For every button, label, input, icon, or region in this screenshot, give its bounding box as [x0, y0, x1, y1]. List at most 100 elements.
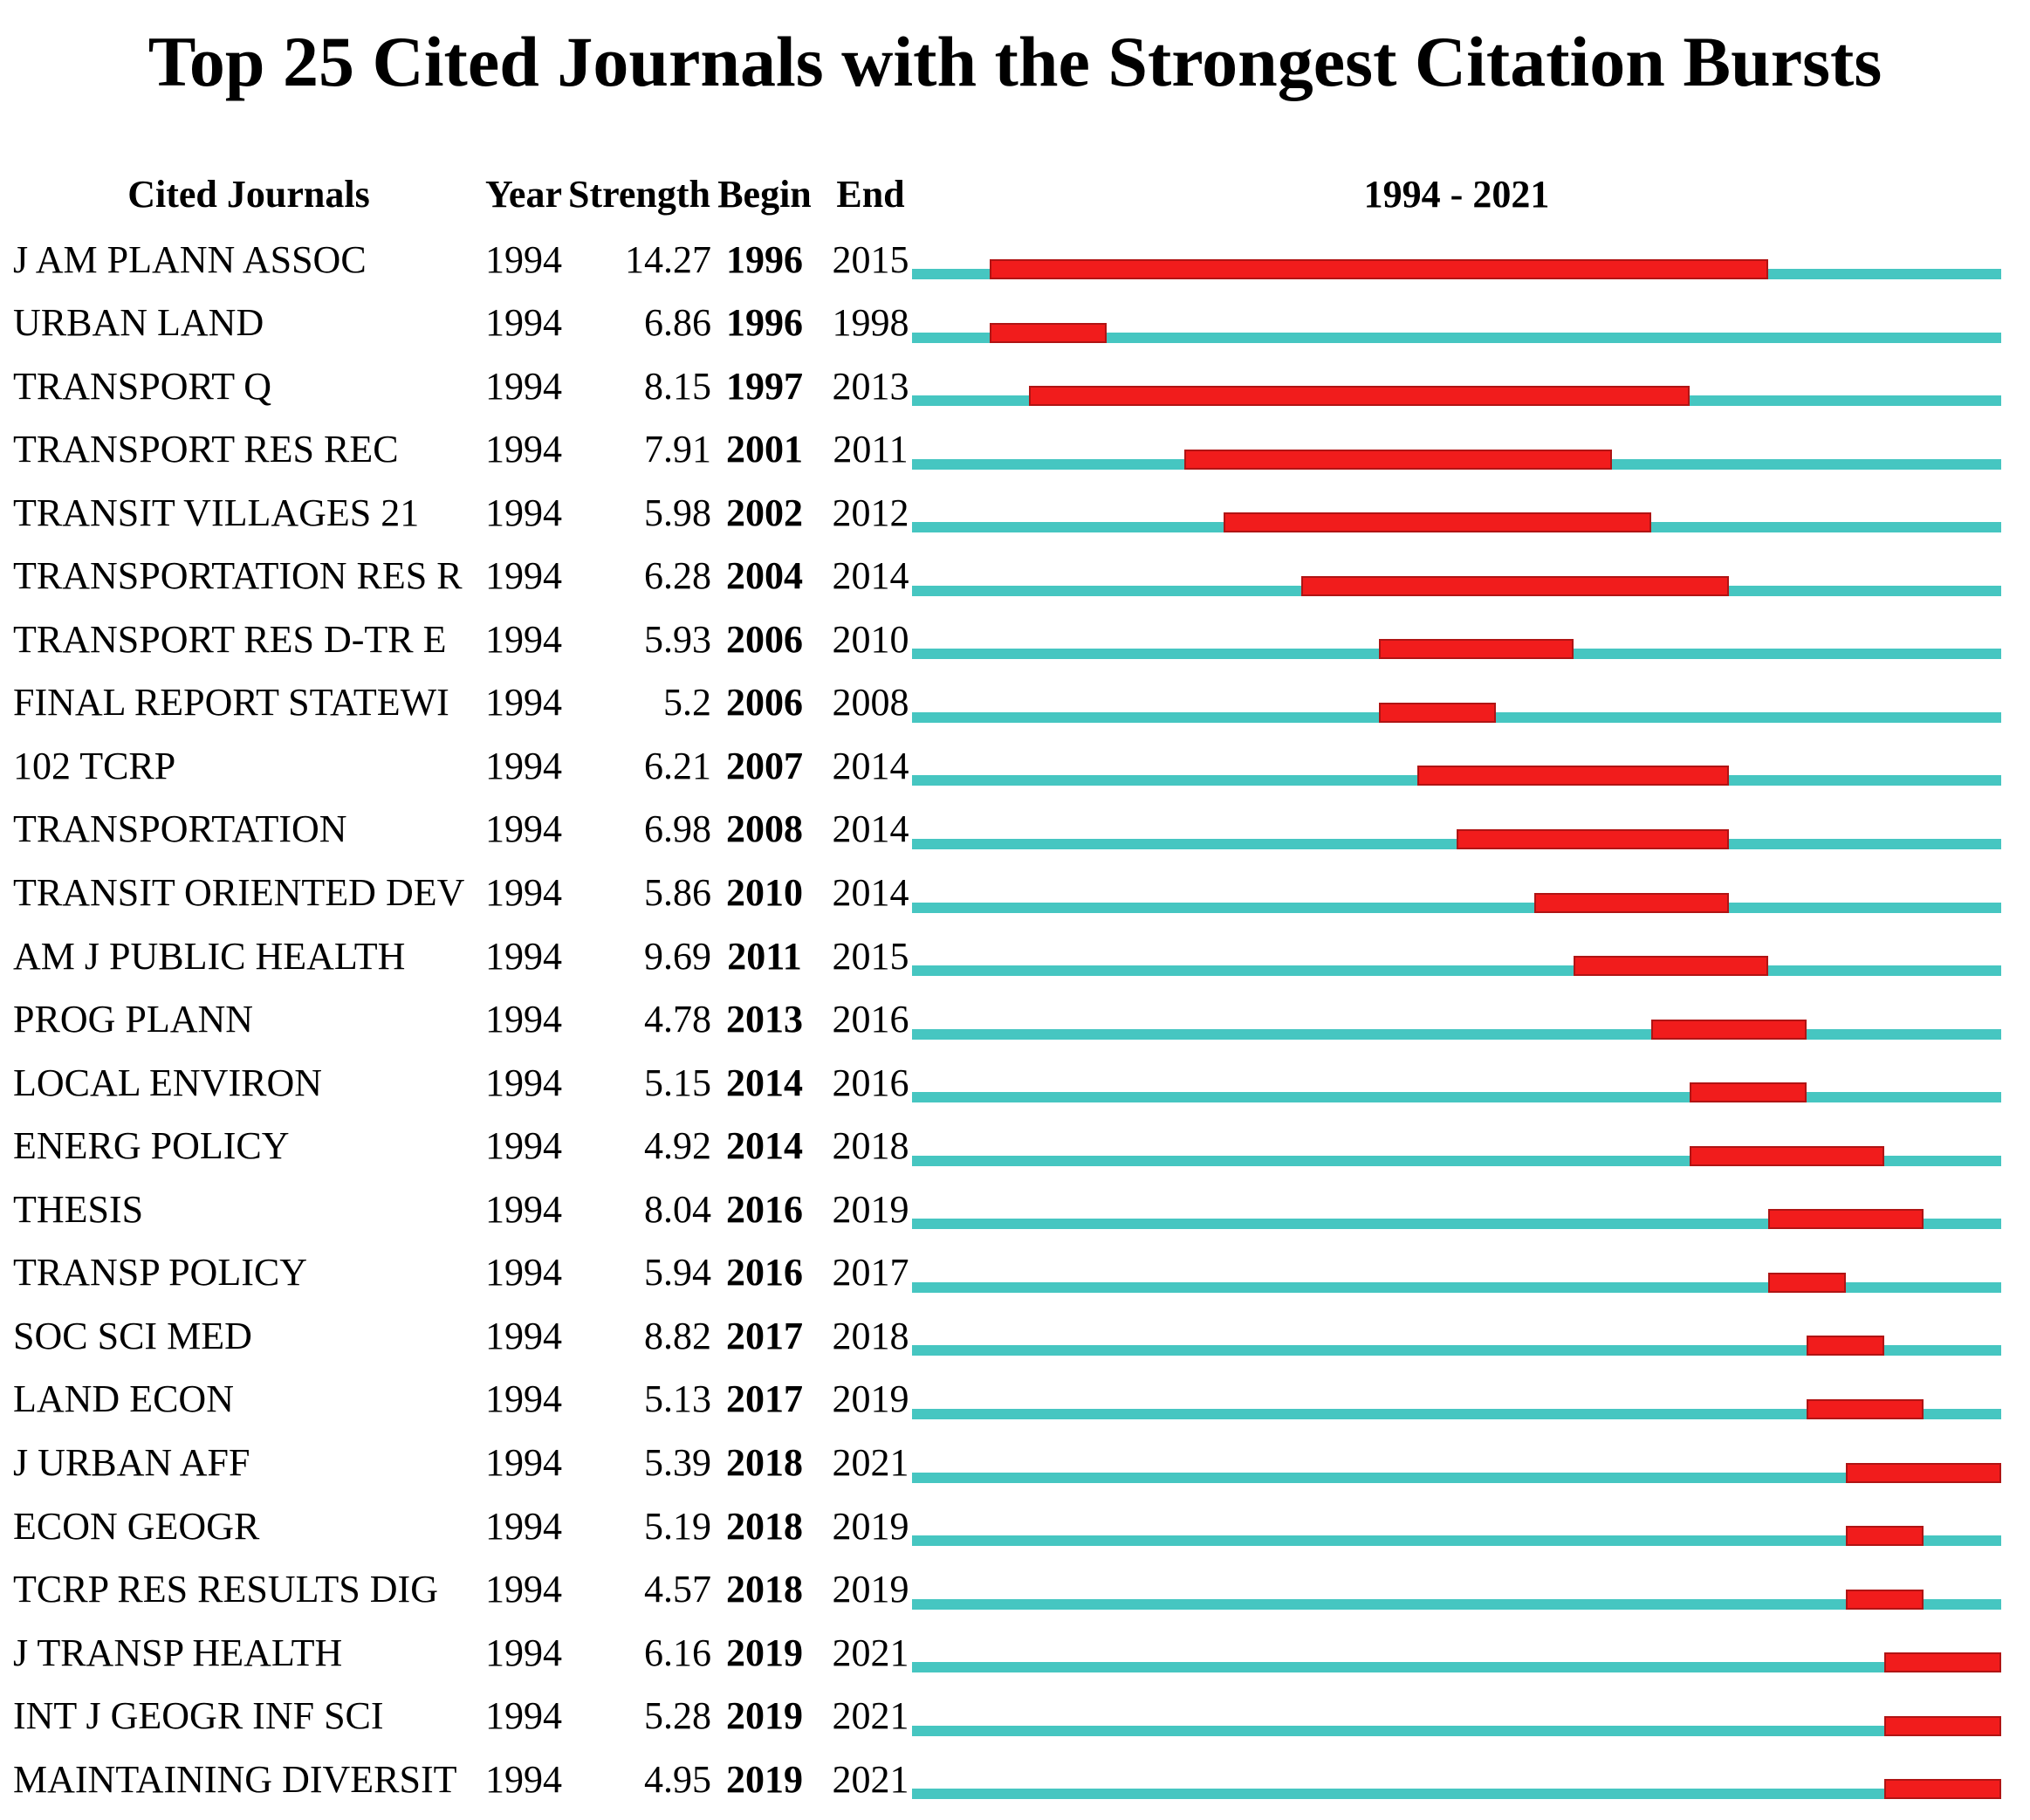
strength-value: 4.57 [644, 1568, 711, 1611]
year-value: 1994 [485, 871, 562, 914]
end-year: 2019 [832, 1504, 909, 1548]
timeline-track [912, 927, 2001, 991]
begin-year: 2018 [726, 1568, 803, 1611]
burst-bar [1300, 575, 1729, 596]
table-row: TRANSPORTATION 1994 6.98 2008 2014 [0, 800, 2030, 864]
timeline-track [912, 991, 2001, 1054]
year-value: 1994 [485, 1061, 562, 1104]
burst-bar [1884, 1715, 2001, 1736]
journal-name: J TRANSP HEALTH [13, 1631, 343, 1674]
timeline-track [912, 737, 2001, 800]
begin-year: 2014 [726, 1124, 803, 1168]
year-value: 1994 [485, 364, 562, 408]
timeline-track [912, 1561, 2001, 1624]
table-row: J AM PLANN ASSOC 1994 14.27 1996 2015 [0, 230, 2030, 294]
year-value: 1994 [485, 1377, 562, 1421]
timeline-baseline [912, 965, 2001, 976]
strength-value: 5.39 [644, 1441, 711, 1484]
burst-bar [1534, 892, 1729, 913]
burst-bar [1378, 639, 1574, 660]
table-row: ENERG POLICY 1994 4.92 2014 2018 [0, 1117, 2030, 1181]
year-value: 1994 [485, 1568, 562, 1611]
begin-year: 2014 [726, 1061, 803, 1104]
journal-name: J URBAN AFF [13, 1441, 250, 1484]
timeline-baseline [912, 1219, 2001, 1230]
end-year: 2015 [832, 237, 909, 281]
year-value: 1994 [485, 1757, 562, 1801]
burst-bar [1417, 766, 1729, 786]
begin-year: 2019 [726, 1694, 803, 1738]
timeline-track [912, 1117, 2001, 1181]
burst-bar [1884, 1652, 2001, 1673]
timeline-track [912, 864, 2001, 928]
end-year: 2013 [832, 364, 909, 408]
burst-bar [1457, 828, 1729, 849]
timeline-baseline [912, 1345, 2001, 1356]
end-year: 2019 [832, 1568, 909, 1611]
year-value: 1994 [485, 1314, 562, 1357]
end-year: 1998 [832, 301, 909, 345]
end-year: 2014 [832, 554, 909, 598]
year-value: 1994 [485, 681, 562, 725]
strength-value: 5.98 [644, 491, 711, 534]
burst-bar [1807, 1336, 1885, 1356]
timeline-baseline [912, 1408, 2001, 1419]
begin-year: 2018 [726, 1441, 803, 1484]
year-value: 1994 [485, 1251, 562, 1295]
journal-name: ECON GEOGR [13, 1504, 260, 1548]
strength-value: 4.92 [644, 1124, 711, 1168]
end-year: 2021 [832, 1631, 909, 1674]
end-year: 2019 [832, 1377, 909, 1421]
timeline-range-header: 1994 - 2021 [1363, 172, 1550, 216]
burst-bar [1223, 512, 1651, 533]
begin-year: 2017 [726, 1377, 803, 1421]
journal-name: SOC SCI MED [13, 1314, 252, 1357]
journal-name: TRANSPORTATION RES R [13, 554, 463, 598]
strength-value: 8.04 [644, 1187, 711, 1231]
timeline-baseline [912, 1789, 2001, 1800]
timeline-track [912, 1370, 2001, 1434]
timeline-baseline [912, 902, 2001, 913]
begin-year: 2007 [726, 744, 803, 787]
timeline-track [912, 1307, 2001, 1370]
begin-year: 2013 [726, 998, 803, 1041]
timeline-track [912, 1054, 2001, 1117]
year-value: 1994 [485, 491, 562, 534]
journal-name: TRANSPORT RES REC [13, 428, 399, 471]
strength-value: 8.15 [644, 364, 711, 408]
burst-bar [1573, 956, 1768, 976]
end-year: 2014 [832, 744, 909, 787]
begin-year: 2018 [726, 1504, 803, 1548]
year-value: 1994 [485, 1504, 562, 1548]
year-value: 1994 [485, 428, 562, 471]
timeline-track [912, 484, 2001, 547]
journal-name: MAINTAINING DIVERSIT [13, 1757, 457, 1801]
begin-year: 2008 [726, 807, 803, 851]
timeline-baseline [912, 1535, 2001, 1546]
year-value: 1994 [485, 237, 562, 281]
journal-name: 102 TCRP [13, 744, 176, 787]
timeline-track [912, 674, 2001, 738]
end-year: 2018 [832, 1124, 909, 1168]
journal-name: ENERG POLICY [13, 1124, 290, 1168]
table-row: TRANSP POLICY 1994 5.94 2016 2017 [0, 1244, 2030, 1308]
timeline-track [912, 1687, 2001, 1751]
year-value: 1994 [485, 934, 562, 978]
strength-value: 6.16 [644, 1631, 711, 1674]
table-row: LOCAL ENVIRON 1994 5.15 2014 2016 [0, 1054, 2030, 1117]
timeline-baseline [912, 1028, 2001, 1040]
journal-name: AM J PUBLIC HEALTH [13, 934, 406, 978]
strength-value: 5.93 [644, 617, 711, 661]
table-row: SOC SCI MED 1994 8.82 2017 2018 [0, 1307, 2030, 1370]
strength-value: 4.95 [644, 1757, 711, 1801]
burst-bar [990, 322, 1107, 343]
strength-value: 8.82 [644, 1314, 711, 1357]
burst-bar [1845, 1462, 2001, 1483]
table-row: FINAL REPORT STATEWI 1994 5.2 2006 2008 [0, 674, 2030, 738]
timeline-baseline [912, 1662, 2001, 1673]
end-year: 2016 [832, 1061, 909, 1104]
timeline-track [912, 800, 2001, 864]
journal-name: TRANSIT VILLAGES 21 [13, 491, 420, 534]
end-year: 2008 [832, 681, 909, 725]
end-year: 2015 [832, 934, 909, 978]
